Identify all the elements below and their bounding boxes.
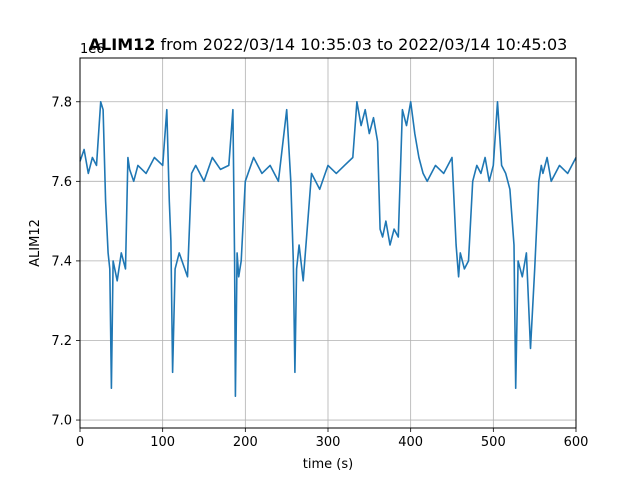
grid — [79, 58, 577, 428]
x-tick-label: 500 — [481, 435, 506, 450]
x-tick-label: 300 — [316, 435, 341, 450]
x-tick-label: 600 — [564, 435, 589, 450]
y-tick-label: 7.8 — [51, 95, 72, 110]
y-tick-label: 7.0 — [51, 414, 72, 429]
x-tick-label: 200 — [233, 435, 258, 450]
y-tick-label: 7.2 — [51, 334, 72, 349]
chart-title: ALIM12 from 2022/03/14 10:35:03 to 2022/… — [89, 35, 568, 54]
x-tick-label: 100 — [150, 435, 175, 450]
series-line — [79, 101, 577, 398]
y-offset-label: 1e6 — [80, 42, 105, 57]
y-tick-label: 7.4 — [51, 254, 72, 269]
x-tick-label: 400 — [398, 435, 423, 450]
tick-layer: 0 100 200 300 400 500 600 7.0 7.2 7.4 7.6 7.8 — [51, 95, 588, 450]
chart-title-bold: ALIM12 — [89, 35, 156, 54]
chart-title-rest: from 2022/03/14 10:35:03 to 2022/03/14 1… — [155, 35, 567, 54]
series-layer — [79, 101, 577, 398]
y-axis-label: ALIM12 — [28, 219, 43, 267]
x-axis-label: time (s) — [303, 457, 353, 472]
x-tick-label: 0 — [76, 435, 84, 450]
y-tick-label: 7.6 — [51, 175, 72, 190]
